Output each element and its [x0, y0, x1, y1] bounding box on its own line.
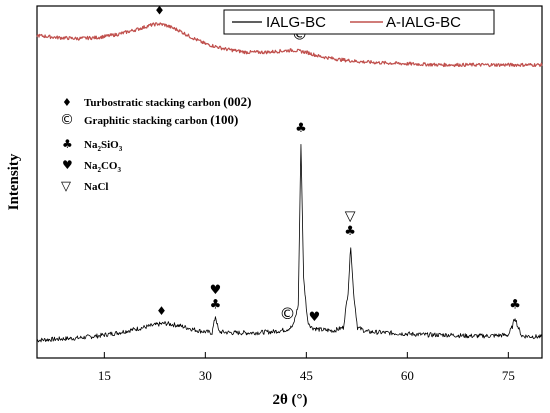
- series-layer: [36, 22, 543, 343]
- x-tick-label: 30: [199, 368, 212, 383]
- key-symbol-graphitic: ©: [60, 112, 74, 128]
- peak-marker: ♣: [509, 298, 521, 313]
- key-symbol-turbostratic: ♦: [62, 96, 72, 109]
- peak-marker: ©: [279, 304, 295, 323]
- peak-marker: ♣: [295, 121, 307, 136]
- series-line-ialg-bc: [36, 144, 543, 343]
- x-tick-label: 15: [98, 368, 111, 383]
- key-label-na2sio3: Na2SiO3: [84, 139, 123, 153]
- peak-marker: ♣: [210, 298, 222, 313]
- key-symbol-nacl: ▽: [61, 179, 71, 194]
- y-axis-title: Intensity: [6, 153, 22, 210]
- x-axis-ticks: 15 30 45 60 75: [98, 352, 515, 383]
- peak-annotations: ♦♥♣©♣♥▽♣♣♦©: [154, 3, 521, 325]
- x-tick-label: 60: [401, 368, 414, 383]
- peak-marker: ▽: [345, 208, 356, 224]
- series-line-a-ialg-bc: [36, 22, 543, 68]
- key-symbol-na2co3: ♥: [62, 158, 73, 172]
- x-tick-label: 75: [502, 368, 515, 383]
- key-label-turbostratic: Turbostratic stacking carbon (002): [84, 94, 251, 109]
- plot-frame: [36, 5, 543, 359]
- key-symbol-na2sio3: ♣: [62, 137, 73, 151]
- x-tick-label: 45: [300, 368, 313, 383]
- x-axis-title: 2θ (°): [272, 392, 307, 408]
- peak-marker: ♥: [210, 283, 222, 298]
- legend: IALG-BC A-IALG-BC: [223, 9, 495, 35]
- legend-label-a-ialg-bc: A-IALG-BC: [386, 14, 461, 31]
- legend-label-ialg-bc: IALG-BC: [266, 14, 326, 31]
- key-label-nacl: NaCl: [84, 181, 108, 193]
- peak-marker: ♦: [154, 3, 165, 17]
- peak-marker: ♣: [344, 224, 356, 239]
- phase-key: ♦ Turbostratic stacking carbon (002) © G…: [60, 94, 251, 194]
- key-label-na2co3: Na2CO3: [84, 160, 121, 174]
- peak-marker: ♦: [156, 304, 167, 318]
- key-label-graphitic: Graphitic stacking carbon (100): [84, 112, 238, 127]
- peak-marker: ♥: [309, 310, 321, 325]
